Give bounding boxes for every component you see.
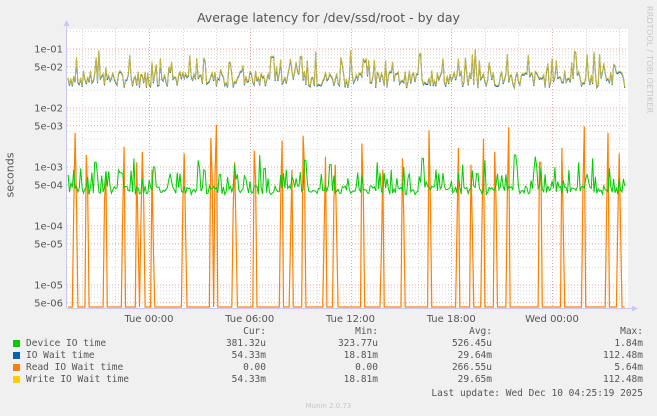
y-tick-label: 1e-01	[34, 45, 63, 56]
value-avg: 29.64m	[457, 350, 492, 361]
value-min: 18.81m	[343, 350, 378, 361]
y-tick-label: 5e-06	[34, 298, 63, 309]
legend-row-io-wait: IO Wait time 54.33m 18.81m 29.64m 112.48…	[0, 350, 657, 362]
value-avg: 29.65m	[457, 374, 492, 385]
legend-label: IO Wait time	[26, 350, 95, 361]
value-min: 0.00	[355, 362, 378, 373]
legend-swatch	[13, 340, 20, 347]
y-tick-labels: 1e-01 5e-02 1e-02 5e-03 1e-03 5e-04 1e-04 5e-05…	[34, 45, 63, 310]
y-tick-label: 5e-04	[34, 180, 63, 191]
legend-row-write-io-wait: Write IO Wait time 54.33m 18.81m 29.65m …	[0, 374, 657, 386]
legend-label: Device IO time	[26, 338, 107, 349]
header-avg: Avg:	[469, 326, 492, 337]
plot-area: 1e-01 5e-02 1e-02 5e-03 1e-03 5e-04 1e-04 5e-05…	[34, 20, 638, 325]
y-tick-label: 5e-02	[34, 62, 63, 73]
value-max: 5.64m	[614, 362, 643, 373]
value-min: 18.81m	[343, 374, 378, 385]
legend-swatch	[13, 376, 20, 383]
value-cur: 54.33m	[231, 374, 266, 385]
value-min: 323.77u	[337, 338, 378, 349]
chart-title: Average latency for /dev/ssd/root - by d…	[197, 10, 460, 25]
value-avg: 266.55u	[451, 362, 492, 373]
x-tick-label: Tue 06:00	[224, 314, 274, 325]
x-tick-label: Tue 12:00	[325, 314, 375, 325]
y-tick-label: 1e-03	[34, 163, 63, 174]
header-min: Min:	[355, 326, 378, 337]
y-tick-label: 5e-03	[34, 121, 63, 132]
value-cur: 381.32u	[225, 338, 266, 349]
value-avg: 526.45u	[451, 338, 492, 349]
x-tick-labels: Tue 00:00 Tue 06:00 Tue 12:00 Tue 18:00 Wed …	[123, 314, 578, 325]
value-cur: 0.00	[243, 362, 266, 373]
legend-label: Read IO Wait time	[26, 362, 124, 373]
header-max: Max:	[620, 326, 643, 337]
legend-swatch	[13, 352, 20, 359]
rrdtool-credit: RRDTOOL / TOBI OETIKER	[645, 6, 654, 114]
y-tick-label: 1e-05	[34, 281, 63, 292]
series-lines	[67, 48, 626, 308]
legend-swatch	[13, 364, 20, 371]
last-update: Last update: Wed Dec 10 04:25:19 2025	[431, 388, 643, 399]
axes	[63, 20, 638, 312]
legend-header: Cur: Min: Avg: Max:	[0, 326, 657, 338]
x-tick-label: Wed 00:00	[525, 314, 579, 325]
legend-row-read-io-wait: Read IO Wait time 0.00 0.00 266.55u 5.64…	[0, 362, 657, 374]
header-cur: Cur:	[243, 326, 266, 337]
value-max: 112.48m	[602, 374, 643, 385]
x-tick-label: Tue 00:00	[123, 314, 173, 325]
munin-version: Munin 2.0.73	[305, 402, 352, 410]
value-cur: 54.33m	[231, 350, 266, 361]
x-tick-label: Tue 18:00	[426, 314, 476, 325]
y-tick-label: 1e-02	[34, 104, 63, 115]
y-tick-label: 5e-05	[34, 239, 63, 250]
value-max: 112.48m	[602, 350, 643, 361]
value-max: 1.84m	[614, 338, 643, 349]
legend-row-device-io: Device IO time 381.32u 323.77u 526.45u 1…	[0, 338, 657, 350]
legend-label: Write IO Wait time	[26, 374, 129, 385]
y-tick-label: 1e-04	[34, 222, 63, 233]
